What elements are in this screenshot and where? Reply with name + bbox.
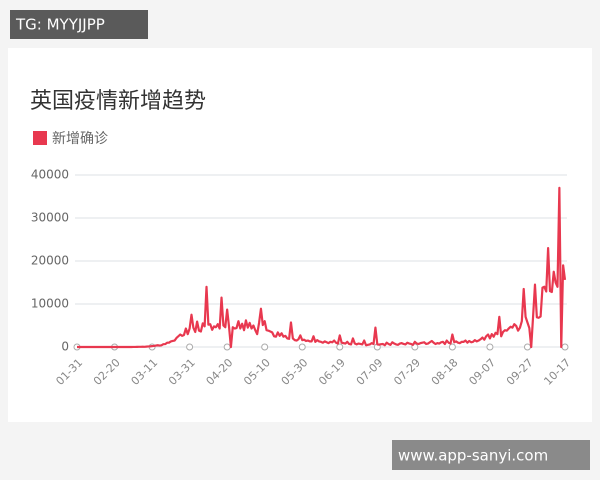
chart-card xyxy=(8,48,592,422)
y-tick-label: 10000 xyxy=(31,297,69,311)
x-tick-dot xyxy=(486,343,494,351)
y-tick-label: 40000 xyxy=(31,168,69,182)
watermark-box xyxy=(10,10,148,39)
x-tick-dot xyxy=(561,343,569,351)
y-tick-label: 30000 xyxy=(31,211,69,225)
chart-title: 英国疫情新增趋势 xyxy=(30,89,206,114)
y-tick-label: 20000 xyxy=(31,254,69,268)
legend-label: 新增确诊 xyxy=(52,131,108,147)
x-tick-dot xyxy=(223,343,231,351)
watermark-text: www.app-sanyi.com xyxy=(398,447,548,465)
y-tick-label: 0 xyxy=(61,340,69,354)
data-line xyxy=(77,186,567,349)
watermark-text: TG: MYYJJPP xyxy=(15,16,105,34)
x-tick-dot xyxy=(186,343,194,351)
x-tick-dot xyxy=(298,343,306,351)
x-tick-dot xyxy=(448,343,456,351)
x-tick-dot xyxy=(261,343,269,351)
legend-swatch xyxy=(33,131,47,145)
x-tick-dot xyxy=(523,343,531,351)
x-tick-dot xyxy=(336,343,344,351)
watermark-box xyxy=(392,440,590,470)
